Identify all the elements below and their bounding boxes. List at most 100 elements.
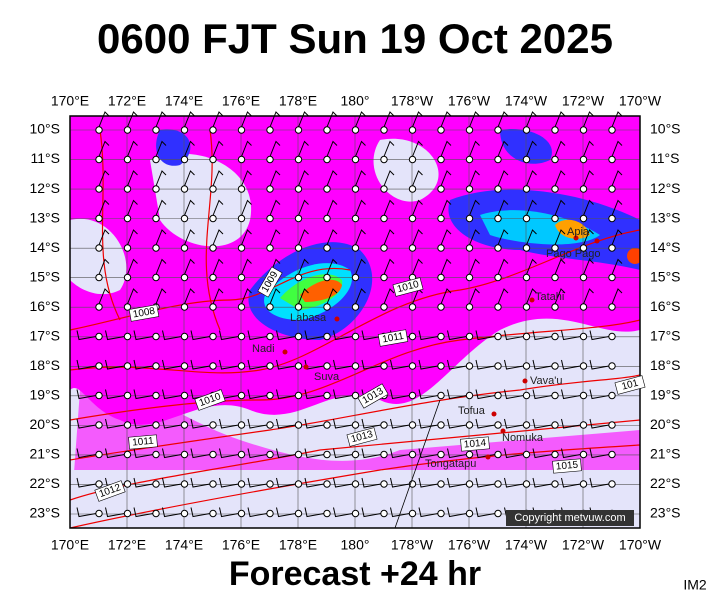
- barb-staff: [162, 330, 182, 341]
- barb-station: [437, 362, 445, 370]
- barb-staff: [589, 389, 610, 400]
- lat-label-left: 23°S: [29, 505, 60, 521]
- barb-station: [437, 126, 445, 134]
- barb-staff: [583, 229, 594, 246]
- lat-label-right: 17°S: [650, 327, 681, 343]
- wind-barb: [152, 111, 167, 134]
- barb-staff: [105, 330, 125, 341]
- barb-staff: [412, 258, 423, 275]
- barb-station: [95, 303, 103, 311]
- wind-barb: [475, 330, 502, 341]
- barb-station: [123, 214, 132, 223]
- barb-staff: [127, 140, 138, 157]
- barb-staff: [583, 140, 594, 157]
- barb-station: [152, 509, 160, 518]
- wind-barb: [162, 418, 189, 429]
- wind-barb: [276, 330, 303, 341]
- barb-station: [209, 155, 217, 164]
- wind-barb: [76, 359, 103, 370]
- wind-barb: [579, 258, 594, 282]
- wind-barb: [237, 288, 252, 311]
- lat-label-right: 22°S: [650, 475, 681, 491]
- wind-barb: [333, 418, 360, 429]
- wind-barb: [390, 507, 417, 518]
- wind-barb: [266, 288, 281, 311]
- barb-staff: [475, 418, 496, 429]
- barb-station: [522, 480, 531, 488]
- wind-barb: [180, 140, 195, 164]
- barb-staff: [447, 330, 467, 341]
- barb-staff: [155, 170, 167, 187]
- wind-barb: [351, 111, 366, 134]
- barb-station: [551, 391, 559, 400]
- barb-station: [266, 332, 274, 341]
- barb-staff: [304, 448, 325, 459]
- wind-barb: [162, 389, 189, 400]
- barb-staff: [504, 418, 524, 429]
- barb-station: [579, 391, 588, 400]
- wind-barb: [304, 330, 331, 341]
- wind-barb: [304, 477, 331, 488]
- barb-staff: [504, 389, 524, 400]
- barb-station: [522, 244, 531, 252]
- barb-staff: [333, 359, 353, 370]
- barb-staff: [219, 330, 239, 341]
- wind-barb: [437, 288, 452, 311]
- barb-station: [152, 332, 160, 341]
- wind-barb: [180, 288, 195, 311]
- lat-label-left: 17°S: [29, 327, 60, 343]
- wind-barb: [219, 448, 246, 459]
- lat-label-right: 15°S: [650, 268, 681, 284]
- wind-barb: [323, 170, 338, 193]
- barb-station: [95, 155, 103, 164]
- trench-line: [394, 399, 441, 529]
- place-marker: [522, 378, 528, 384]
- wind-barb: [95, 111, 110, 134]
- barb-staff: [326, 229, 338, 246]
- barb-staff: [383, 258, 395, 275]
- barb-staff: [190, 330, 211, 341]
- lat-label-left: 10°S: [29, 121, 60, 137]
- wind-barb: [551, 111, 566, 134]
- barb-station: [351, 244, 360, 252]
- wind-barb: [561, 448, 588, 459]
- wind-barb: [475, 507, 502, 518]
- lat-label-left: 21°S: [29, 446, 60, 462]
- barb-staff: [298, 229, 309, 246]
- barb-station: [323, 450, 331, 459]
- barb-staff: [390, 507, 410, 518]
- title: 0600 FJT Sun 19 Oct 2025: [97, 15, 613, 62]
- barb-station: [579, 450, 588, 459]
- barb-station: [351, 509, 360, 518]
- barb-staff: [504, 359, 524, 370]
- wind-barb: [162, 448, 189, 459]
- barb-staff: [241, 258, 252, 275]
- barb-staff: [526, 199, 537, 216]
- lat-label-left: 11°S: [31, 150, 60, 166]
- barb-station: [608, 391, 616, 400]
- wind-barb: [408, 170, 423, 193]
- barb-staff: [554, 288, 566, 305]
- wind-barb: [551, 258, 566, 282]
- barb-staff: [133, 448, 154, 459]
- wind-barb: [504, 389, 531, 400]
- barb-staff: [212, 229, 224, 246]
- barb-staff: [105, 389, 125, 400]
- wind-barb: [380, 199, 395, 223]
- barb-station: [437, 273, 445, 282]
- barb-staff: [76, 507, 97, 518]
- wind-barb: [276, 418, 303, 429]
- barb-staff: [98, 229, 110, 246]
- barb-station: [152, 185, 160, 193]
- wind-barb: [123, 111, 138, 134]
- wind-barb: [361, 477, 388, 488]
- barb-staff: [326, 170, 338, 187]
- barb-station: [294, 244, 303, 252]
- barb-station: [95, 244, 103, 252]
- barb-staff: [276, 389, 296, 400]
- wind-barb: [304, 418, 331, 429]
- barb-staff: [440, 111, 452, 128]
- place-marker: [485, 454, 491, 460]
- barb-staff: [184, 111, 195, 128]
- barb-station: [294, 185, 303, 193]
